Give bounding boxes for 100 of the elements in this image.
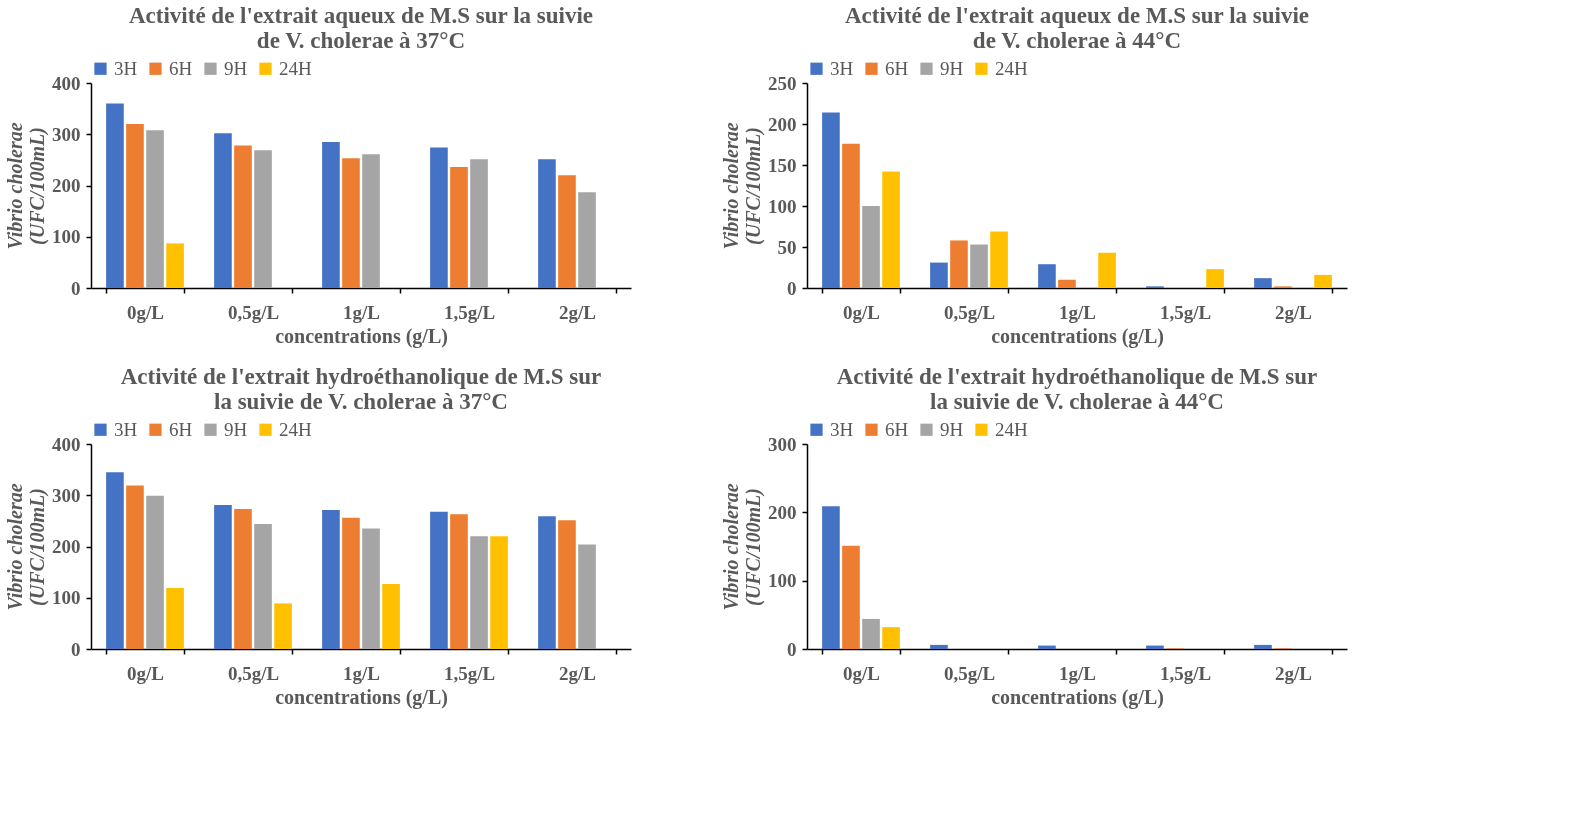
chart-title: Activité de l'extrait hydroéthanolique de M.S sur la suivie de V. cholerae à 37°C — [120, 364, 602, 414]
bar — [822, 112, 840, 288]
y-tick-label: 0 — [787, 638, 797, 660]
bar — [470, 536, 488, 649]
bar — [930, 644, 948, 649]
chart-title: Activité de l'extrait aqueux de M.S sur la suivie de V. cholerae à 44°C — [844, 3, 1310, 53]
chart-title: Activité de l'extrait aqueux de M.S sur la suivie de V. cholerae à 37°C — [128, 3, 594, 53]
x-tick-label: 2g/L — [1275, 662, 1312, 684]
x-tick-label: 0,5g/L — [943, 301, 996, 323]
bar — [842, 143, 860, 288]
y-tick-label: 400 — [52, 433, 81, 455]
bar — [1038, 645, 1056, 649]
y-tick-label: 250 — [768, 72, 797, 94]
bar — [146, 130, 164, 288]
bar — [1038, 264, 1056, 288]
bar — [342, 158, 360, 288]
x-tick-label: 1,5g/L — [443, 662, 496, 684]
bar — [322, 141, 340, 288]
bar — [470, 159, 488, 288]
bar — [558, 520, 576, 649]
bar — [126, 124, 144, 288]
chart-title: Activité de l'extrait hydroéthanolique de M.S sur la suivie de V. cholerae à 44°C — [836, 364, 1318, 414]
y-tick-label: 100 — [768, 570, 797, 592]
legend-label: 3H — [114, 57, 138, 79]
legend-label: 6H — [885, 418, 909, 440]
bar — [362, 154, 380, 288]
y-tick-label: 0 — [787, 277, 797, 299]
legend-label: 24H — [279, 57, 312, 79]
bar — [450, 514, 468, 649]
x-tick-label: 0,5g/L — [227, 301, 280, 323]
bar — [430, 511, 448, 649]
legend-label: 9H — [940, 57, 964, 79]
bar — [234, 509, 252, 649]
y-tick-label: 150 — [768, 154, 797, 176]
legend-label: 9H — [224, 57, 248, 79]
x-tick-label: 1,5g/L — [1159, 662, 1212, 684]
bar — [930, 262, 948, 288]
bar — [166, 243, 184, 288]
x-tick-label: 1g/L — [343, 301, 380, 323]
x-tick-label: 1g/L — [1059, 662, 1096, 684]
y-tick-label: 400 — [52, 72, 81, 94]
x-tick-label: 0g/L — [843, 301, 880, 323]
x-tick-label: 1,5g/L — [1159, 301, 1212, 323]
bar — [990, 231, 1008, 288]
y-tick-label: 200 — [768, 113, 797, 135]
legend-label: 24H — [995, 418, 1028, 440]
bar — [538, 159, 556, 288]
bar — [274, 603, 292, 649]
bar — [490, 536, 508, 649]
bar — [1254, 644, 1272, 649]
x-tick-label: 0,5g/L — [227, 662, 280, 684]
x-tick-label: 1g/L — [343, 662, 380, 684]
x-tick-label: 0g/L — [127, 662, 164, 684]
y-tick-label: 300 — [52, 484, 81, 506]
legend-label: 3H — [830, 418, 854, 440]
y-tick-label: 100 — [768, 195, 797, 217]
y-tick-label: 50 — [777, 236, 797, 258]
y-tick-label: 100 — [52, 587, 81, 609]
legend-label: 24H — [279, 418, 312, 440]
legend-label: 6H — [169, 57, 193, 79]
bar — [558, 175, 576, 288]
bar — [166, 588, 184, 649]
y-tick-label: 300 — [52, 123, 81, 145]
legend-label: 3H — [830, 57, 854, 79]
legend-label: 9H — [224, 418, 248, 440]
x-axis-title: concentrations (g/L) — [991, 685, 1164, 709]
bar — [1206, 269, 1224, 288]
y-tick-label: 0 — [71, 638, 81, 660]
x-axis-title: concentrations (g/L) — [991, 324, 1164, 348]
bar — [106, 103, 124, 288]
legend-label: 3H — [114, 418, 138, 440]
y-tick-label: 200 — [768, 501, 797, 523]
legend-label: 6H — [169, 418, 193, 440]
bar — [842, 545, 860, 649]
bar — [322, 510, 340, 649]
bar — [342, 517, 360, 649]
x-tick-label: 2g/L — [559, 301, 596, 323]
x-tick-label: 2g/L — [559, 662, 596, 684]
y-tick-label: 300 — [768, 433, 797, 455]
x-axis-title: concentrations (g/L) — [275, 685, 448, 709]
bar — [882, 627, 900, 649]
bar — [578, 192, 596, 288]
legend-label: 6H — [885, 57, 909, 79]
bar — [146, 495, 164, 649]
x-tick-label: 2g/L — [1275, 301, 1312, 323]
bar — [1098, 252, 1116, 288]
legend-label: 9H — [940, 418, 964, 440]
bar — [382, 583, 400, 649]
y-axis-title: Vibrio cholerae (UFC/100mL) — [720, 122, 765, 250]
bar — [234, 145, 252, 288]
bar — [254, 523, 272, 649]
x-axis-title: concentrations (g/L) — [275, 324, 448, 348]
x-tick-label: 0g/L — [843, 662, 880, 684]
bar — [214, 504, 232, 649]
bar — [126, 485, 144, 649]
bar — [1314, 274, 1332, 288]
y-axis-title: Vibrio cholerae (UFC/100mL) — [4, 122, 49, 250]
y-tick-label: 0 — [71, 277, 81, 299]
bar — [106, 472, 124, 649]
bar — [538, 516, 556, 649]
